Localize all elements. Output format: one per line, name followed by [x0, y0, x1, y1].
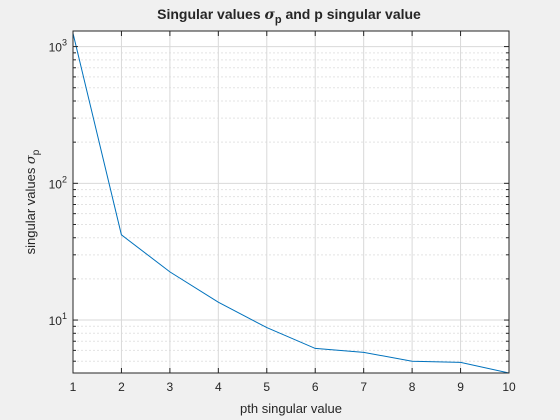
x-tick-label: 2 — [118, 380, 125, 394]
minor-grid — [73, 52, 509, 362]
series-line — [72, 33, 510, 374]
x-tick-label: 10 — [502, 380, 516, 394]
x-tick-labels: 1 2 3 4 5 6 7 8 9 10 — [70, 380, 516, 394]
x-tick-label: 4 — [215, 380, 222, 394]
x-tick-label: 5 — [263, 380, 270, 394]
axes-box — [72, 30, 510, 374]
x-tick-label: 3 — [167, 380, 174, 394]
y-tick-label: 103 — [49, 38, 67, 55]
y-tick-label: 102 — [49, 174, 67, 191]
x-axis-label: pth singular value — [240, 401, 342, 416]
x-tick-label: 9 — [457, 380, 464, 394]
x-tick-label: 1 — [70, 380, 77, 394]
x-tick-label: 7 — [360, 380, 367, 394]
chart-title: Singular values σp and p singular value — [157, 6, 421, 26]
y-tick-labels: 101 102 103 — [49, 38, 67, 328]
x-tick-label: 6 — [312, 380, 319, 394]
x-tick-label: 8 — [409, 380, 416, 394]
y-tick-label: 101 — [49, 311, 67, 328]
plot-area — [73, 31, 509, 373]
y-axis-label: singular values σp — [23, 149, 42, 254]
axis-ticks — [72, 31, 510, 373]
